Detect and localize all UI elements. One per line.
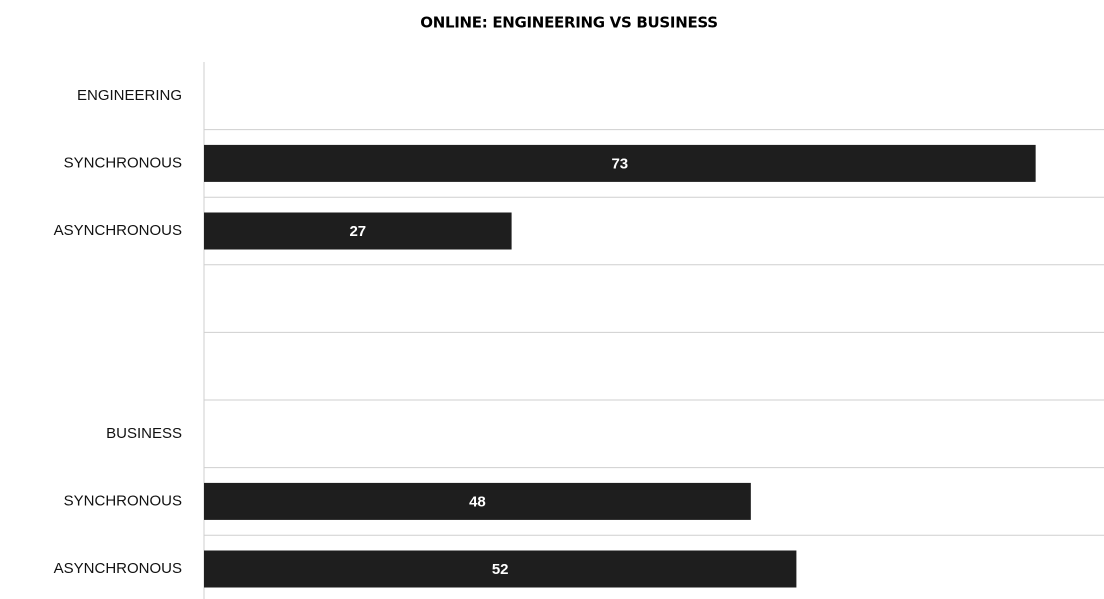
y-tick-label: ASYNCHRONOUS — [54, 560, 182, 577]
chart-title: ONLINE: ENGINEERING VS BUSINESS — [420, 14, 718, 32]
bar — [204, 550, 797, 588]
data-label: 27 — [349, 223, 366, 240]
y-tick-label: SYNCHRONOUS — [64, 492, 182, 509]
data-label: 48 — [469, 493, 486, 510]
data-label: 73 — [611, 155, 628, 172]
data-label: 52 — [492, 561, 509, 578]
y-tick-label: ASYNCHRONOUS — [54, 222, 182, 239]
bar — [204, 482, 751, 520]
bar — [204, 212, 512, 250]
bar — [204, 144, 1036, 182]
y-tick-label: BUSINESS — [106, 425, 182, 442]
y-tick-label: ENGINEERING — [77, 87, 182, 104]
y-tick-label: SYNCHRONOUS — [64, 154, 182, 171]
